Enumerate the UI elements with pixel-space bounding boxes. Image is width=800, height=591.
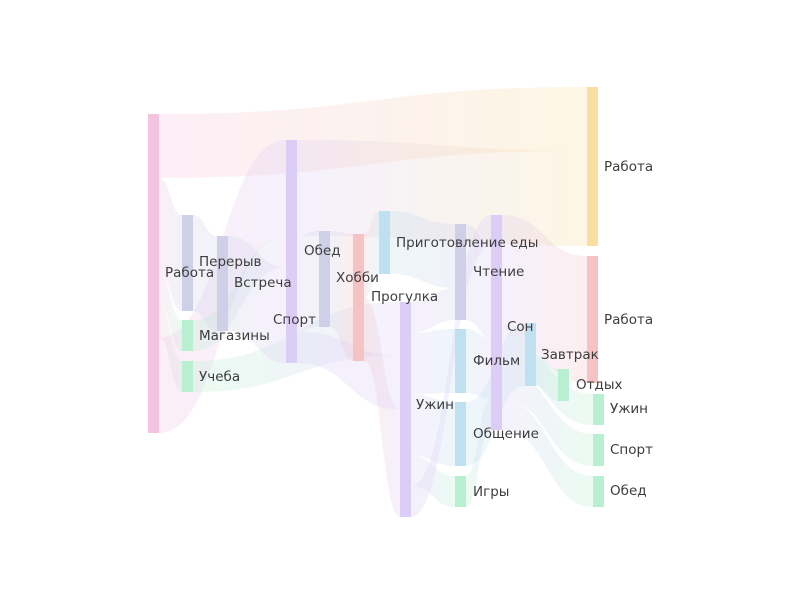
node-lunch_mid — [319, 231, 330, 327]
node-label-dinner_out: Ужин — [610, 401, 648, 417]
link-games-to-dinner_mid — [466, 399, 491, 507]
node-label-lunch_out: Обед — [610, 483, 647, 499]
node-label-work_out1: Работа — [604, 159, 653, 175]
node-label-rest: Отдых — [576, 377, 622, 393]
node-label-breakfast: Завтрак — [541, 347, 599, 363]
node-label-sport_mid: Спорт — [273, 312, 316, 328]
node-study — [182, 361, 193, 392]
node-hobby — [353, 234, 364, 361]
link-walk-to-movie — [411, 329, 455, 395]
link-walk-to-dinner_mid — [411, 215, 491, 517]
node-label-break: Перерыв — [199, 254, 262, 270]
node-rest — [558, 369, 569, 401]
node-label-socializing: Общение — [473, 426, 539, 442]
node-label-shops: Магазины — [199, 328, 270, 344]
node-label-hobby: Хобби — [336, 270, 379, 286]
node-sport_mid — [286, 140, 297, 363]
link-sport_mid-to-walk — [297, 331, 400, 410]
node-sport_out — [593, 434, 604, 466]
link-work_src-to-break — [159, 177, 182, 311]
node-dinner_out — [593, 394, 604, 425]
nodes-layer — [148, 87, 604, 517]
link-walk-to-reading — [411, 288, 455, 333]
node-label-work_src: Работа — [165, 265, 214, 281]
node-cooking — [379, 211, 390, 274]
node-reading — [455, 224, 466, 320]
node-label-study: Учеба — [199, 369, 240, 385]
link-lunch_mid-to-hobby — [330, 231, 353, 361]
link-hobby-to-cooking — [364, 211, 379, 298]
node-label-games: Игры — [473, 484, 509, 500]
link-dinner_mid-to-work_out2 — [502, 215, 587, 383]
node-label-dinner_mid: Ужин — [416, 397, 454, 413]
link-hobby-to-walk — [364, 297, 400, 517]
link-meeting-to-sport_mid — [228, 236, 286, 363]
link-work_src-to-shops — [159, 273, 182, 351]
link-sleep-to-rest — [536, 354, 558, 401]
node-dinner_mid — [491, 215, 502, 430]
link-dinner_mid-to-lunch_out — [502, 399, 593, 507]
link-break-to-meeting — [193, 215, 217, 331]
node-label-cooking: Приготовление еды — [396, 235, 538, 251]
node-work_out1 — [587, 87, 598, 246]
node-label-movie: Фильм — [473, 353, 520, 369]
node-games — [455, 476, 466, 507]
node-label-sport_out: Спорт — [610, 442, 653, 458]
node-shops — [182, 320, 193, 351]
node-sleep — [525, 323, 536, 386]
link-dinner_mid-to-sport_out — [502, 368, 593, 466]
link-reading-to-dinner_mid — [466, 224, 491, 338]
node-break — [182, 215, 193, 311]
node-label-work_out2: Работа — [604, 312, 653, 328]
node-meeting — [217, 236, 228, 331]
link-cooking-to-reading — [390, 211, 455, 288]
node-walk — [400, 302, 411, 517]
node-socializing — [455, 402, 466, 466]
node-movie — [455, 329, 466, 393]
node-work_src — [148, 114, 159, 433]
node-label-lunch_mid: Обед — [304, 243, 341, 259]
node-label-meeting: Встреча — [234, 275, 292, 291]
link-movie-to-dinner_mid — [466, 329, 491, 400]
node-label-walk: Прогулка — [371, 289, 438, 305]
node-lunch_out — [593, 476, 604, 507]
labels-layer: РаботаПерерывМагазиныУчебаВстречаСпортОб… — [165, 159, 653, 500]
node-label-sleep: Сон — [507, 319, 534, 335]
node-work_out2 — [587, 256, 598, 383]
node-label-reading: Чтение — [473, 264, 524, 280]
link-sport_mid-to-lunch_mid — [297, 231, 319, 332]
